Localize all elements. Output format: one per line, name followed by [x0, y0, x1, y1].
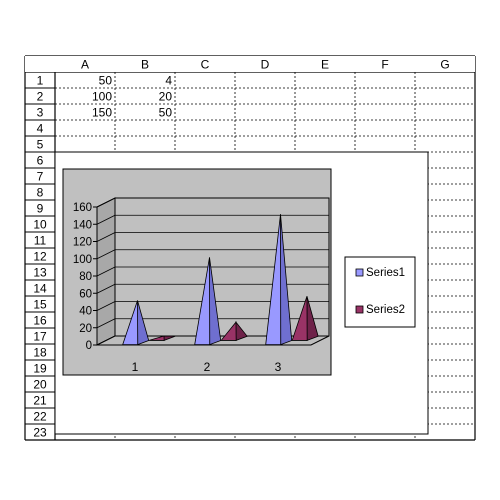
- row-header-10[interactable]: 10: [33, 218, 47, 232]
- pyramid-series1[interactable]: [194, 257, 211, 346]
- y-tick-label: 20: [79, 323, 92, 335]
- row-header-14[interactable]: 14: [33, 282, 47, 296]
- pyramid-series2[interactable]: [149, 335, 165, 341]
- column-header-b[interactable]: B: [141, 58, 149, 72]
- row-header-18[interactable]: 18: [33, 346, 47, 360]
- cell-value[interactable]: 150: [92, 106, 112, 120]
- pyramid-series1[interactable]: [265, 214, 282, 346]
- row-header-13[interactable]: 13: [33, 266, 47, 280]
- gridline-side: [96, 301, 116, 311]
- row-header-21[interactable]: 21: [33, 394, 47, 408]
- legend-swatch-series1: [355, 268, 364, 277]
- row-header-9[interactable]: 9: [37, 202, 44, 216]
- row-header-15[interactable]: 15: [33, 298, 47, 312]
- column-header-c[interactable]: C: [201, 58, 210, 72]
- row-header-20[interactable]: 20: [33, 378, 47, 392]
- row-header-4[interactable]: 4: [37, 122, 44, 136]
- y-tick-label: 140: [73, 219, 92, 231]
- legend-label-series1: Series1: [366, 267, 405, 279]
- gridline-side: [96, 283, 116, 294]
- column-header-bar: [25, 56, 475, 72]
- cell-value[interactable]: 4: [165, 74, 172, 88]
- embedded-chart[interactable]: 0 20 40 60 80 100 120 140 160 1 2 3 Series1 Series2: [54, 151, 429, 435]
- y-tick-label: 100: [73, 254, 92, 266]
- row-header-23[interactable]: 23: [33, 426, 47, 440]
- column-header-a[interactable]: A: [81, 58, 89, 72]
- cell-value[interactable]: 20: [159, 90, 173, 104]
- legend-swatch-series2: [355, 305, 364, 314]
- row-header-16[interactable]: 16: [33, 314, 47, 328]
- column-header-d[interactable]: D: [261, 58, 270, 72]
- y-tick-label: 160: [73, 202, 92, 214]
- pyramid-series2[interactable]: [220, 321, 237, 341]
- x-tick-label: 3: [275, 360, 282, 374]
- pyramid-series2[interactable]: [291, 296, 308, 341]
- row-header-5[interactable]: 5: [37, 138, 44, 152]
- cell-value[interactable]: 100: [92, 90, 112, 104]
- row-header-1[interactable]: 1: [37, 74, 44, 88]
- gridline-side: [96, 318, 116, 329]
- column-header-e[interactable]: E: [321, 58, 329, 72]
- row-header-2[interactable]: 2: [37, 90, 44, 104]
- row-header-7[interactable]: 7: [37, 170, 44, 184]
- column-header-f[interactable]: F: [381, 58, 388, 72]
- legend-label-series2: Series2: [366, 304, 405, 316]
- x-tick-label: 1: [132, 360, 139, 374]
- gridline-side: [96, 249, 116, 260]
- row-header-22[interactable]: 22: [33, 410, 47, 424]
- row-header-19[interactable]: 19: [33, 362, 47, 376]
- y-tick-label: 40: [79, 306, 92, 318]
- row-header-8[interactable]: 8: [37, 186, 44, 200]
- row-header-17[interactable]: 17: [33, 330, 47, 344]
- y-tick-label: 120: [73, 237, 92, 249]
- y-tick-label: 80: [79, 271, 92, 283]
- row-header-11[interactable]: 11: [34, 234, 47, 248]
- cell-values: 50 4 100 20 150 50: [92, 74, 172, 120]
- gridline-side: [96, 266, 116, 277]
- row-header-12[interactable]: 12: [33, 250, 47, 264]
- gridline-side: [96, 197, 116, 208]
- row-header-3[interactable]: 3: [37, 106, 44, 120]
- sheet-headers: A B C D E F G123456789101112131415161718192021…: [25, 56, 475, 440]
- chart-legend[interactable]: [344, 256, 416, 328]
- column-header-g[interactable]: G: [440, 58, 449, 72]
- gridline-side: [96, 214, 116, 225]
- y-tick-label: 60: [79, 288, 92, 300]
- cell-value[interactable]: 50: [159, 106, 173, 120]
- x-tick-label: 2: [204, 360, 211, 374]
- gridline-side: [96, 232, 116, 242]
- y-tick-label: 0: [86, 340, 92, 352]
- pyramid-series1[interactable]: [122, 300, 139, 346]
- row-header-6[interactable]: 6: [37, 154, 44, 168]
- cell-value[interactable]: 50: [99, 74, 113, 88]
